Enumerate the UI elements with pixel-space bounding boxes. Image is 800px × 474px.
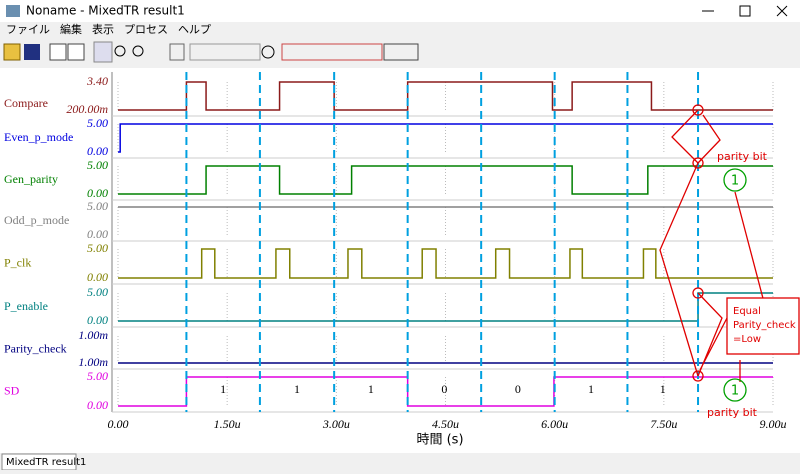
tool-text[interactable] [169, 43, 185, 61]
tool-draw[interactable] [189, 43, 261, 61]
red-circle [692, 370, 704, 382]
annotation-text: 1 [731, 174, 739, 189]
signal-name: SD [4, 383, 20, 397]
y-bottom-label: 0.00 [87, 186, 108, 200]
waveform [118, 123, 773, 153]
tool-open[interactable] [3, 43, 21, 61]
tool-pointer[interactable] [93, 41, 113, 63]
x-tick-label: 6.00u [541, 417, 568, 431]
bit-label: 0 [441, 382, 447, 396]
title-bar [0, 0, 800, 22]
menu-item[interactable]: ヘルプ [178, 23, 211, 36]
menu-item[interactable]: プロセス [124, 23, 168, 36]
red-circle [692, 287, 704, 299]
signal-name: Compare [4, 96, 48, 110]
red-circle [692, 157, 704, 169]
tool-circle[interactable] [261, 45, 275, 59]
signal-name: Parity_check [4, 341, 67, 355]
y-bottom-label: 0.00 [87, 227, 108, 241]
menu-bar: ファイル 編集 表示 プロセス ヘルプ [6, 22, 211, 36]
y-top-label: 5.00 [87, 116, 108, 130]
y-top-label: 3.40 [86, 74, 108, 88]
bit-label: 1 [660, 382, 666, 396]
signal-name: Odd_p_mode [4, 213, 69, 227]
x-tick-label: 7.50u [650, 417, 677, 431]
y-top-label: 5.00 [87, 199, 108, 213]
toolbar [3, 41, 419, 63]
annotation-text: 1 [731, 384, 739, 399]
tool-zoom-in[interactable] [114, 45, 126, 57]
close-button[interactable] [776, 5, 788, 17]
y-top-label: 5.00 [87, 369, 108, 383]
app-icon [6, 5, 20, 17]
bit-label: 1 [368, 382, 374, 396]
y-bottom-label: 1.00m [78, 355, 108, 369]
y-bottom-label: 0.00 [87, 398, 108, 412]
y-top-label: 5.00 [87, 285, 108, 299]
window-title: Noname - MixedTR result1 [26, 4, 185, 18]
tool-zoom-out[interactable] [132, 45, 144, 57]
result-tab-label: MixedTR result1 [6, 457, 86, 468]
waveform [118, 165, 773, 195]
callout-text: =Low [733, 334, 761, 345]
tool-cursor[interactable] [281, 43, 383, 61]
bit-label: 1 [588, 382, 594, 396]
y-bottom-label: 200.00m [66, 102, 108, 116]
x-tick-label: 1.50u [214, 417, 241, 431]
tool-paste[interactable] [67, 43, 85, 61]
signal-name: Even_p_mode [4, 130, 73, 144]
x-tick-label: 9.00u [760, 417, 787, 431]
menu-item[interactable]: ファイル [6, 23, 50, 36]
tool-copy[interactable] [49, 43, 67, 61]
waveforms: 0.00 1.50u 3.00u 4.50u 6.00u 7.50u 9.00u Compar… [4, 72, 787, 431]
x-tick-label: 3.00u [322, 417, 350, 431]
y-top-label: 5.00 [87, 158, 108, 172]
maximize-button[interactable] [739, 5, 751, 17]
callout-text: Equal [733, 306, 761, 317]
y-bottom-label: 0.00 [87, 313, 108, 327]
callout-box [726, 297, 800, 355]
y-top-label: 5.00 [87, 241, 108, 255]
waveform [118, 248, 773, 279]
green-circle [723, 378, 747, 402]
signal-name: Gen_parity [4, 172, 58, 186]
x-tick-label: 0.00 [108, 417, 129, 431]
menu-item[interactable]: 表示 [92, 22, 114, 36]
y-bottom-label: 0.00 [87, 270, 108, 284]
green-circle [723, 168, 747, 192]
bit-label: 0 [515, 382, 521, 396]
tool-scroll[interactable] [383, 43, 419, 61]
plot-area [0, 68, 800, 453]
x-tick-label: 4.50u [432, 417, 459, 431]
y-bottom-label: 0.00 [87, 144, 108, 158]
red-arrow [659, 162, 771, 382]
annotation-text: parity bit [707, 406, 758, 419]
tool-save[interactable] [24, 44, 40, 60]
bit-label: 1 [294, 382, 300, 396]
signal-name: P_clk [4, 255, 31, 269]
annotation-text: parity bit [717, 150, 768, 163]
red-circle [692, 104, 704, 116]
signal-name: P_enable [4, 299, 48, 313]
annotations [659, 104, 800, 402]
red-arrow [671, 109, 721, 164]
menu-item[interactable]: 編集 [60, 22, 82, 36]
waveform [118, 81, 773, 111]
x-axis-title: 時間 (s) [416, 433, 463, 448]
y-top-label: 1.00m [78, 328, 108, 342]
bit-label: 1 [220, 382, 226, 396]
callout-text: Parity_check [733, 320, 796, 331]
